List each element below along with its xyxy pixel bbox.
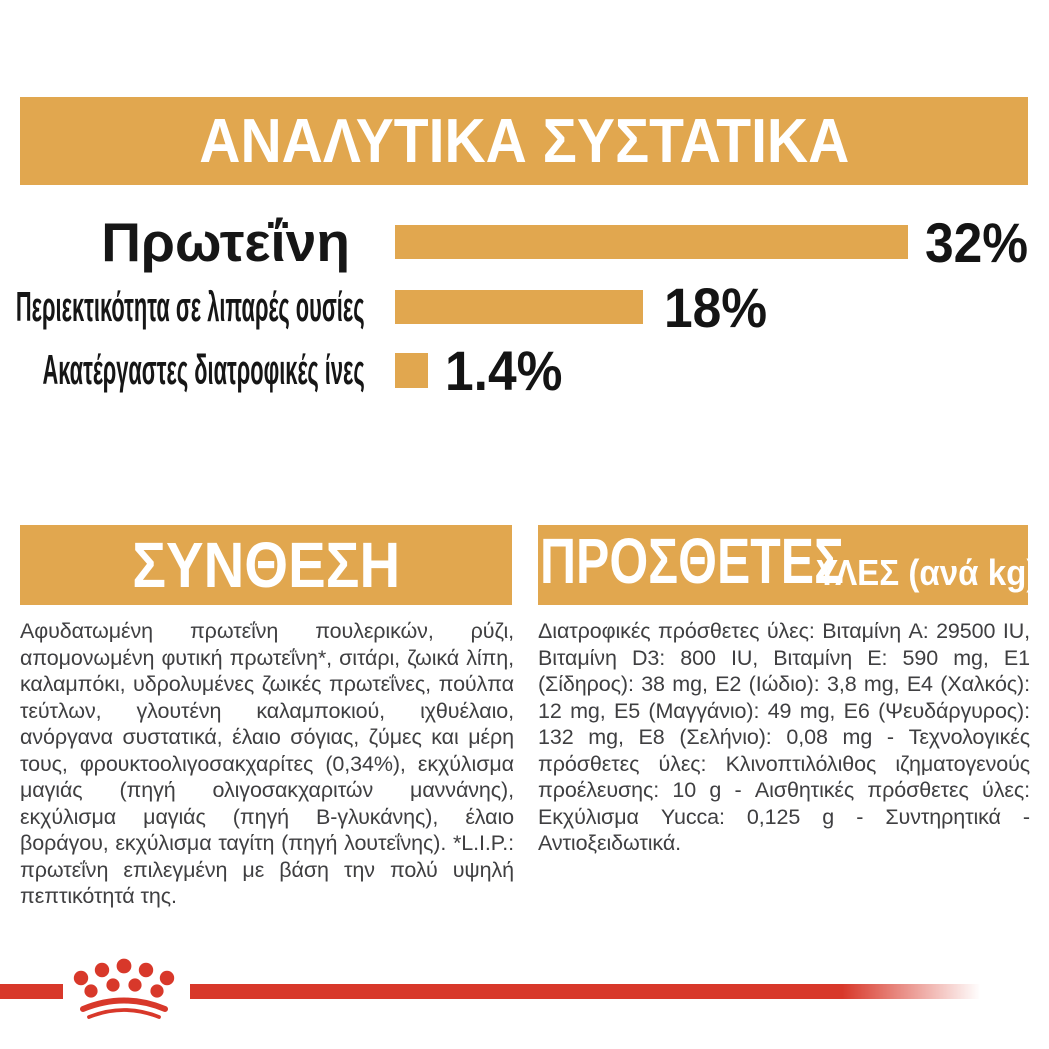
royal-canin-crown-icon xyxy=(73,958,175,1019)
bar-label-fat-content: Περιεκτικότητα σε λιπαρές ουσίες xyxy=(16,283,365,330)
analytical-constituents-title: ΑΝΑΛΥΤΙΚΑ ΣΥΣΤΑΤΙΚΑ xyxy=(198,106,850,176)
bar-protein xyxy=(395,225,908,259)
bar-value-fat-content: 18% xyxy=(664,276,768,339)
footer-rule-left xyxy=(0,984,63,999)
composition-text: Αφυδατωμένη πρωτεΐνη πουλερικών, ρύζι, α… xyxy=(20,619,514,908)
footer-rule-right xyxy=(190,984,1005,999)
bar-crude-fibres xyxy=(395,353,428,388)
bar-label-crude-fibres: Ακατέργαστες διατροφικές ίνες xyxy=(42,346,365,393)
analytical-constituents-banner: ΑΝΑΛΥΤΙΚΑ ΣΥΣΤΑΤΙΚΑ xyxy=(20,97,1028,185)
bar-value-crude-fibres: 1.4% xyxy=(445,339,563,402)
bar-label-protein: Πρωτεΐνη xyxy=(101,211,350,273)
bar-fat-content xyxy=(395,290,643,324)
additives-title-sub: ΥΛΕΣ (ανά kg) xyxy=(816,552,1038,593)
additives-header-banner: ΠΡΟΣΘΕΤΕΣ ΥΛΕΣ (ανά kg) xyxy=(538,525,1037,605)
additives-title-main: ΠΡΟΣΘΕΤΕΣ xyxy=(540,525,845,597)
composition-title: ΣΥΝΘΕΣΗ xyxy=(132,529,400,601)
composition-header-banner: ΣΥΝΘΕΣΗ xyxy=(20,525,512,605)
additives-text: Διατροφικές πρόσθετες ύλες: Βιταμίνη A: … xyxy=(538,619,1030,855)
bar-value-protein: 32% xyxy=(925,211,1029,274)
